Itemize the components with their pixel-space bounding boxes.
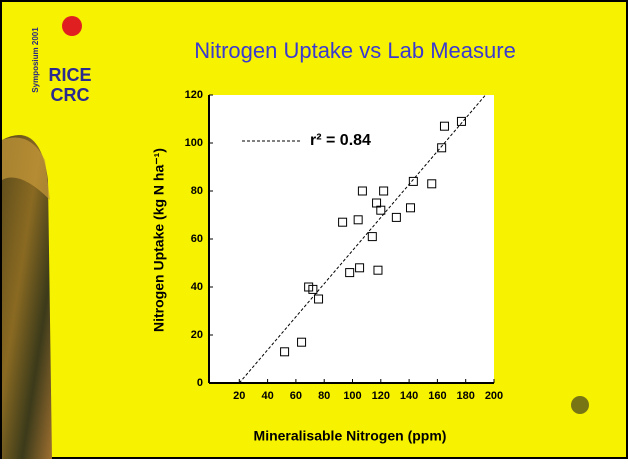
x-tick-label: 120: [372, 390, 390, 402]
logo-side-text: Symposium 2001: [31, 27, 40, 93]
point: [280, 347, 290, 357]
trendline: [238, 94, 486, 384]
point: [367, 232, 377, 242]
plot-area: [209, 95, 494, 383]
point: [345, 268, 355, 278]
point: [297, 337, 307, 347]
y-tick-label: 40: [191, 281, 203, 293]
y-axis-label: Nitrogen Uptake (kg N ha⁻¹): [151, 148, 167, 332]
point: [308, 284, 318, 294]
y-tick-label: 20: [191, 329, 203, 341]
point: [456, 116, 466, 126]
rice-image: [2, 135, 52, 459]
legend-label: r² = 0.84: [310, 132, 371, 149]
point: [338, 217, 348, 227]
point: [355, 263, 365, 273]
x-tick-label: 180: [457, 390, 475, 402]
y-tick-label: 0: [197, 377, 203, 389]
point: [373, 265, 383, 275]
logo-bottom: CRC: [51, 85, 90, 105]
y-tick-label: 100: [185, 137, 203, 149]
rice-grain: [2, 137, 50, 200]
point: [314, 294, 324, 304]
point: [406, 203, 416, 213]
x-tick-label: 160: [428, 390, 446, 402]
logo-sun: [62, 16, 82, 36]
x-tick-label: 140: [400, 390, 418, 402]
x-tick-label: 200: [485, 390, 503, 402]
point: [353, 215, 363, 225]
chart-title: Nitrogen Uptake vs Lab Measure: [194, 38, 516, 63]
y-tick-label: 120: [185, 89, 203, 101]
y-tick-label: 60: [191, 233, 203, 245]
x-axis-label: Mineralisable Nitrogen (ppm): [254, 428, 447, 444]
point: [439, 121, 449, 131]
point: [379, 186, 389, 196]
point: [357, 186, 367, 196]
x-tick-label: 20: [233, 390, 245, 402]
point: [391, 212, 401, 222]
x-tick-label: 100: [343, 390, 361, 402]
x-tick-label: 80: [318, 390, 330, 402]
x-tick-label: 40: [261, 390, 273, 402]
x-tick-label: 60: [290, 390, 302, 402]
logo-top: RICE: [48, 65, 91, 85]
corner-logo: [571, 396, 589, 414]
y-tick-label: 80: [191, 185, 203, 197]
point: [408, 176, 418, 186]
point: [437, 143, 447, 153]
point: [376, 205, 386, 215]
point: [427, 179, 437, 189]
